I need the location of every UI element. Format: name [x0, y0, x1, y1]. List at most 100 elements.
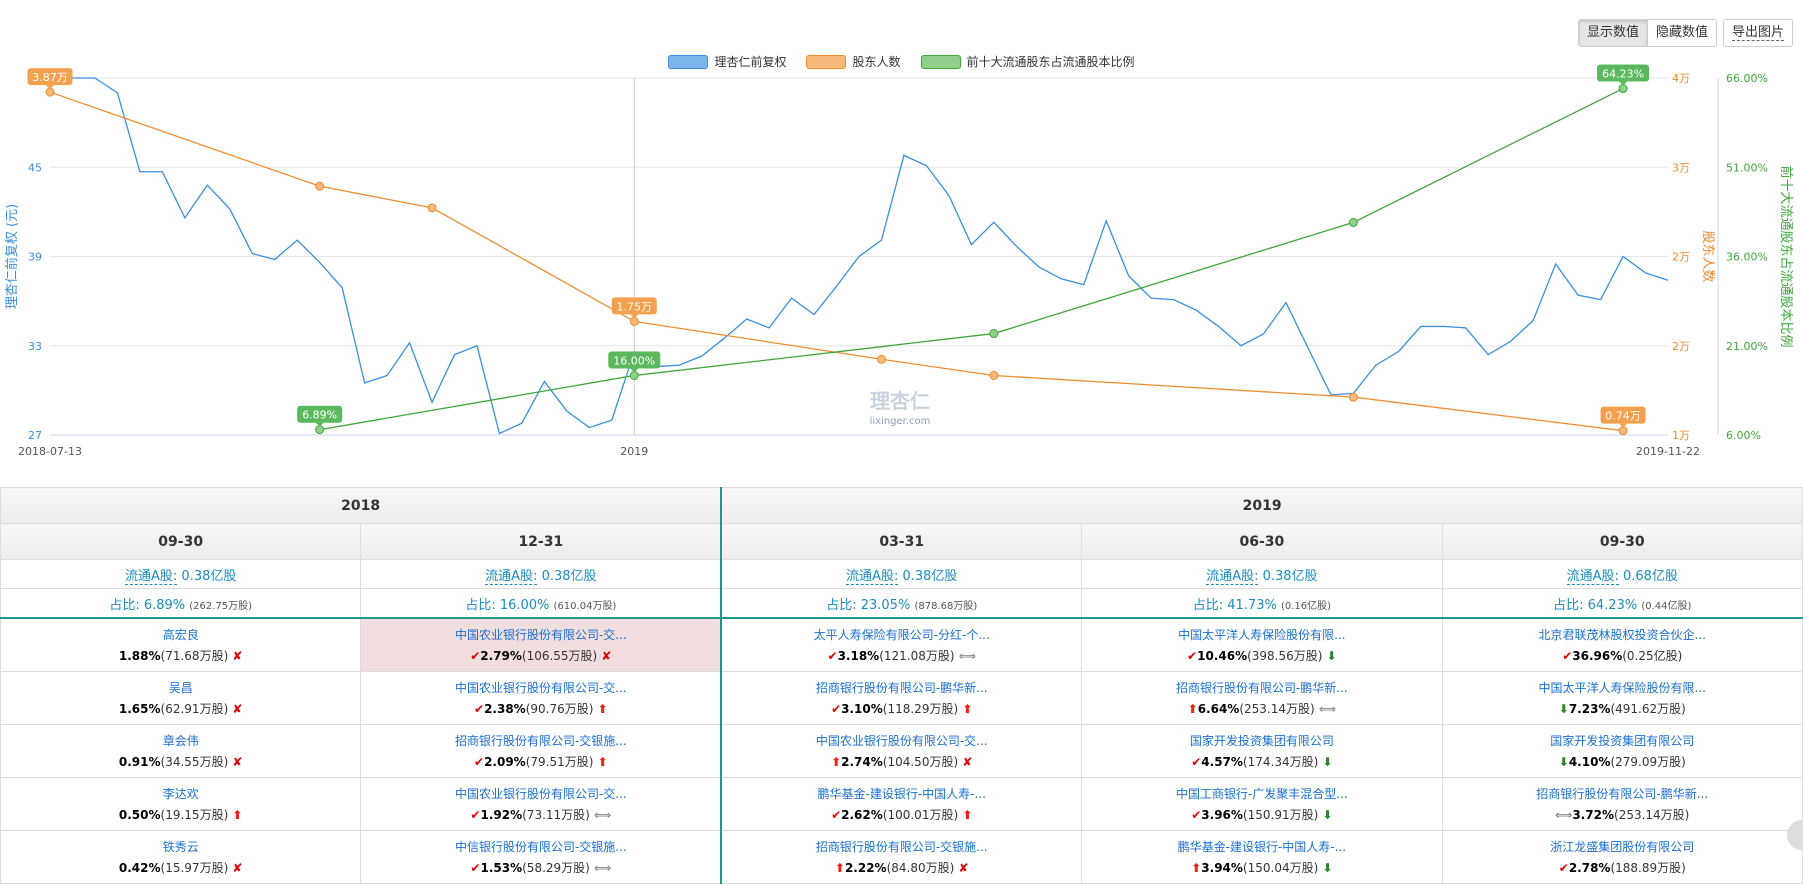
holder-pct: 4.57% [1201, 755, 1243, 769]
holder-name-link[interactable]: 招商银行股份有限公司-鹏华新... [1536, 787, 1709, 801]
holder-name-link[interactable]: 招商银行股份有限公司-交银施... [815, 840, 988, 854]
holder-value: ⬆2.74%(104.50万股) ✘ [831, 755, 973, 769]
toolbar: 显示数值 隐藏数值 导出图片 [1577, 19, 1803, 47]
holder-name-link[interactable]: 国家开发投资集团有限公司 [1189, 734, 1334, 748]
ratio-data-label-pointer [630, 368, 639, 373]
holder-pct: 3.96% [1201, 808, 1243, 822]
holder-value: ✔10.46%(398.56万股) ⬇ [1187, 649, 1337, 663]
change-marker: ⬆ [593, 755, 608, 769]
holder-name-link[interactable]: 浙江龙盛集团股份有限公司 [1550, 840, 1695, 854]
holder-pct: 3.10% [841, 702, 883, 716]
holders-point [629, 316, 639, 326]
x-tick-label: 2018-07-13 [18, 445, 82, 458]
holder-name-link[interactable]: 中信银行股份有限公司-交银施... [454, 840, 627, 854]
holder-name-link[interactable]: 北京君联茂林股权投资合伙企... [1538, 628, 1706, 642]
y-right1-tick-label: 3万 [1672, 161, 1690, 174]
change-marker: ✔ [1558, 861, 1569, 875]
holder-name-link[interactable]: 吴昌 [168, 681, 193, 695]
ratio-cell: 占比: 41.73% (0.16亿股) [1081, 588, 1443, 619]
holder-value: ✔3.18%(121.08万股) ⟺ [827, 649, 976, 663]
holder-pct: 3.94% [1201, 861, 1243, 875]
year-header: 2019 [720, 487, 1803, 524]
holder-name-link[interactable]: 中国农业银行股份有限公司-交... [454, 787, 627, 801]
holder-name-link[interactable]: 中国太平洋人寿保险股份有限... [1538, 681, 1706, 695]
holders-data-label-pointer [46, 85, 54, 90]
holder-name-link[interactable]: 太平人寿保险有限公司-分红-个... [813, 628, 990, 642]
ratio-data-label-pointer [315, 422, 324, 427]
change-marker: ✘ [597, 649, 612, 663]
ratio-data-label-bg [1597, 64, 1650, 82]
holder-name-link[interactable]: 国家开发投资集团有限公司 [1550, 734, 1695, 748]
float-shares-link[interactable]: 流通A股: [846, 568, 899, 585]
ratio-cell: 占比: 6.89% (262.75万股) [0, 588, 362, 619]
holder-value: ⬆3.94%(150.04万股) ⬇ [1191, 861, 1333, 875]
change-marker: ⬆ [834, 861, 845, 875]
ratio-shares: (878.68万股) [914, 600, 978, 612]
stock-chart: 27333945511万2万2万3万4万6.00%21.00%36.00%51.… [4, 64, 1794, 458]
holder-value: ✔2.09%(79.51万股) ⬆ [474, 755, 608, 769]
holder-name-link[interactable]: 章会伟 [162, 734, 199, 748]
holder-pct: 1.65% [118, 702, 161, 716]
legend-item-top10-ratio[interactable]: 前十大流通股东占流通股本比例 [920, 53, 1135, 70]
holder-name-link[interactable]: 铁秀云 [162, 840, 199, 854]
ratio-data-label: 6.89% [302, 409, 337, 422]
export-image-button[interactable]: 导出图片 [1722, 19, 1793, 47]
holder-pct: 2.62% [841, 808, 883, 822]
scroll-handle[interactable] [1787, 820, 1803, 850]
holder-row: 章会伟 0.91%(34.55万股) ✘ 招商银行股份有限公司-交银施... ✔2.0… [0, 724, 1803, 778]
holder-name-link[interactable]: 中国农业银行股份有限公司-交... [815, 734, 988, 748]
holder-name-link[interactable]: 招商银行股份有限公司-鹏华新... [1175, 681, 1348, 695]
ratio-cell: 占比: 64.23% (0.44亿股) [1441, 588, 1803, 619]
holder-pct: 0.91% [118, 755, 161, 769]
change-marker: ✔ [1191, 755, 1202, 769]
holder-pct: 6.64% [1197, 702, 1240, 716]
float-shares-link[interactable]: 流通A股: [485, 568, 538, 585]
change-marker: ⬇ [1318, 808, 1333, 822]
y-right2-tick-label: 51.00% [1726, 161, 1768, 174]
holder-row: 高宏良 1.88%(71.68万股) ✘ 中国农业银行股份有限公司-交... ✔2.7… [0, 617, 1803, 672]
change-marker: ⟺ [1314, 702, 1337, 716]
holder-name-link[interactable]: 中国农业银行股份有限公司-交... [454, 628, 627, 642]
float-shares-link[interactable]: 流通A股: [1206, 568, 1259, 585]
change-marker: ⬇ [1322, 649, 1337, 663]
holder-name-link[interactable]: 招商银行股份有限公司-交银施... [454, 734, 627, 748]
holder-cell: 招商银行股份有限公司-鹏华新... ✔3.10%(118.29万股) ⬆ [720, 671, 1083, 725]
holder-cell: 北京君联茂林股权投资合伙企... ✔36.96%(0.25亿股) [1441, 617, 1803, 672]
x-tick-label: 2019 [620, 445, 648, 458]
period-header: 09-30 [0, 523, 362, 560]
ratio-shares: (262.75万股) [189, 600, 253, 612]
holder-name-link[interactable]: 高宏良 [162, 628, 199, 642]
legend-item-price[interactable]: 理杏仁前复权 [668, 53, 786, 70]
change-marker: ✔ [474, 755, 485, 769]
holder-pct: 36.96% [1572, 649, 1623, 663]
y-right2-axis-title: 前十大流通股东占流通股本比例 [1778, 165, 1794, 347]
holders-data-label-pointer [1619, 423, 1628, 428]
holder-name-link[interactable]: 鹏华基金-建设银行-中国人寿-... [1177, 840, 1347, 854]
show-values-button[interactable]: 显示数值 [1578, 20, 1647, 46]
period-header: 12-31 [360, 523, 722, 560]
ratio-data-label: 16.00% [613, 355, 655, 368]
holder-value: ⬇7.23%(491.62万股) [1558, 702, 1686, 716]
float-shares-link[interactable]: 流通A股: [1566, 568, 1619, 585]
holder-name-link[interactable]: 李达欢 [162, 787, 199, 801]
holder-name-link[interactable]: 鹏华基金-建设银行-中国人寿-... [817, 787, 986, 801]
y-left-tick-label: 27 [28, 429, 42, 442]
hide-values-button[interactable]: 隐藏数值 [1646, 20, 1716, 46]
float-shares-link[interactable]: 流通A股: [125, 568, 178, 585]
legend-item-holders[interactable]: 股东人数 [806, 53, 901, 70]
holder-value: ✔3.10%(118.29万股) ⬆ [831, 702, 973, 716]
holder-cell: 中国工商银行-广发聚丰混合型... ✔3.96%(150.91万股) ⬇ [1081, 777, 1443, 831]
ratio-data-label: 64.23% [1602, 68, 1644, 81]
y-left-tick-label: 39 [28, 251, 42, 264]
change-marker: ✘ [958, 755, 973, 769]
holder-name-link[interactable]: 中国农业银行股份有限公司-交... [454, 681, 627, 695]
holder-pct: 2.74% [841, 755, 883, 769]
y-right2-tick-label: 66.00% [1726, 72, 1768, 85]
holder-value: ⬇4.10%(279.09万股) [1558, 755, 1686, 769]
holder-name-link[interactable]: 招商银行股份有限公司-鹏华新... [815, 681, 988, 695]
holder-name-link[interactable]: 中国工商银行-广发聚丰混合型... [1175, 787, 1348, 801]
holder-name-link[interactable]: 中国太平洋人寿保险股份有限... [1178, 628, 1346, 642]
holders-point [876, 354, 886, 364]
legend-swatch [668, 54, 709, 69]
float-shares-cell: 流通A股: 0.68亿股 [1441, 559, 1803, 589]
